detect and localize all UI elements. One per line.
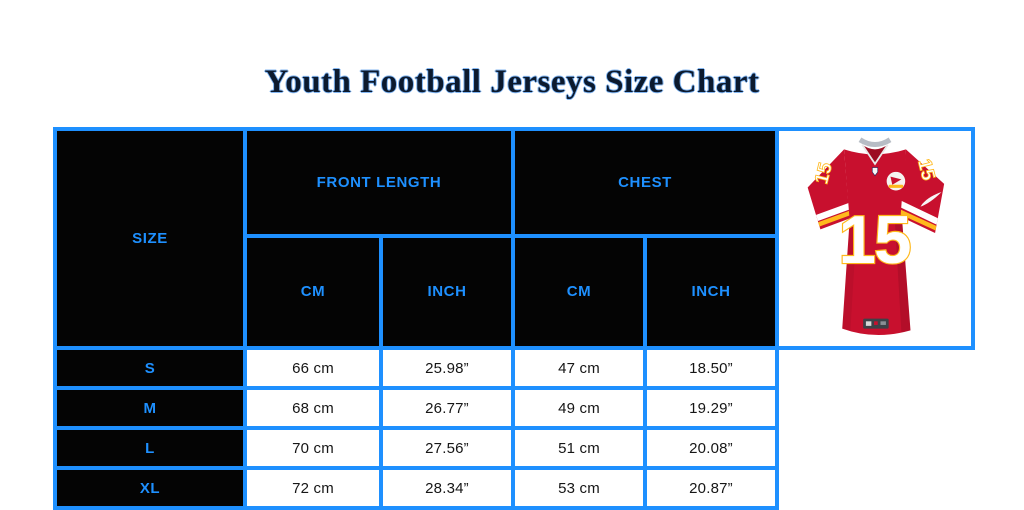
right-sleeve-white-stripe xyxy=(900,200,942,226)
jersey-photo-cell: 15 15 15 xyxy=(775,127,976,350)
column-header-chest: CHEST xyxy=(511,127,780,238)
front-length-cm-value: 66 cm xyxy=(243,346,383,390)
subheader-chest-inch: INCH xyxy=(643,233,780,351)
jersey-collar-back xyxy=(858,137,892,148)
jersey-jock-tag xyxy=(863,318,889,329)
jersey-chest-number: 15 xyxy=(838,203,910,278)
size-chart-table: SIZE FRONT LENGTH CHEST xyxy=(53,127,976,510)
chest-cm-value: 49 cm xyxy=(511,386,648,430)
chest-inch-value: 20.87” xyxy=(643,466,780,510)
front-length-inch-value: 25.98” xyxy=(378,346,516,390)
front-length-cm-value: 68 cm xyxy=(243,386,383,430)
subheader-front-cm: CM xyxy=(243,233,383,351)
size-label: XL xyxy=(53,466,247,510)
front-length-cm-value: 70 cm xyxy=(243,426,383,470)
front-length-inch-value: 28.34” xyxy=(378,466,516,510)
chest-inch-value: 20.08” xyxy=(643,426,780,470)
nfl-shield-icon xyxy=(871,167,879,177)
front-length-inch-value: 27.56” xyxy=(378,426,516,470)
table-row-s: S 66 cm 25.98” 47 cm 18.50” xyxy=(53,346,973,390)
jersey-body-shading xyxy=(895,222,911,333)
jersey-vneck xyxy=(861,144,889,166)
page-title: Youth Football Jerseys Size Chart xyxy=(264,64,760,101)
table-row-m: M 68 cm 26.77” 49 cm 19.29” xyxy=(53,386,973,430)
size-label: L xyxy=(53,426,247,470)
jersey-left-sleeve xyxy=(807,149,850,230)
chest-cm-value: 51 cm xyxy=(511,426,648,470)
table-row-xl: XL 72 cm 28.34” 53 cm 20.87” xyxy=(53,466,973,510)
chest-inch-value: 19.29” xyxy=(643,386,780,430)
jersey-body-shading-left xyxy=(842,222,857,331)
team-patch-icon xyxy=(885,170,907,192)
front-length-inch-value: 26.77” xyxy=(378,386,516,430)
chest-cm-value: 53 cm xyxy=(511,466,648,510)
column-header-front-length: FRONT LENGTH xyxy=(242,127,516,238)
front-length-cm-value: 72 cm xyxy=(243,466,383,510)
swoosh-icon xyxy=(920,192,942,207)
chest-inch-value: 18.50” xyxy=(643,346,780,390)
right-sleeve-gold-stripe xyxy=(900,208,940,232)
subheader-front-inch: INCH xyxy=(378,233,516,351)
chest-cm-value: 47 cm xyxy=(511,346,648,390)
table-row-l: L 70 cm 27.56” 51 cm 20.08” xyxy=(53,426,973,470)
column-header-size: SIZE xyxy=(53,127,247,350)
subheader-chest-cm: CM xyxy=(511,233,648,351)
size-label: S xyxy=(53,346,247,390)
jersey-right-sleeve xyxy=(900,149,945,234)
jersey-body xyxy=(842,149,911,335)
jersey-illustration: 15 15 15 xyxy=(807,137,945,335)
size-label: M xyxy=(53,386,247,430)
